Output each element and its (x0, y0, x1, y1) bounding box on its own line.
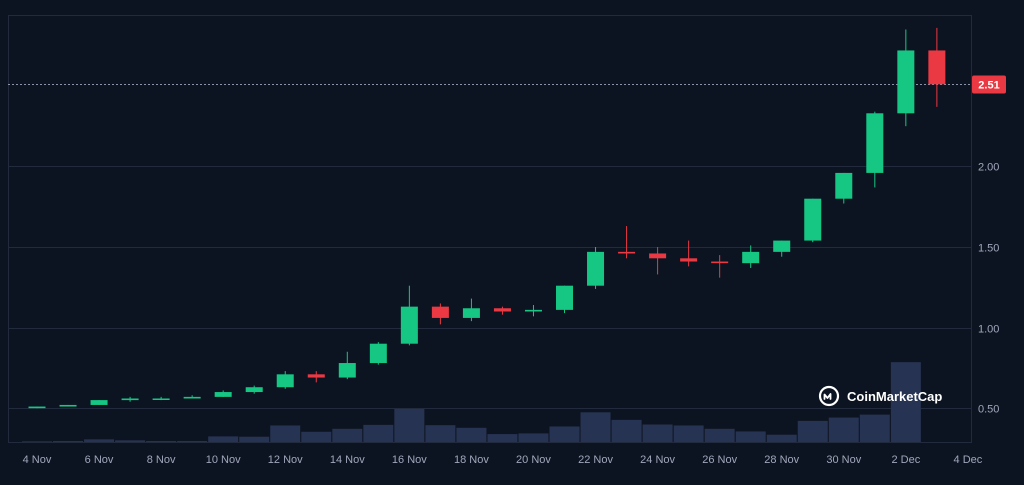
y-tick-label: 1.50 (978, 243, 999, 255)
watermark-text: CoinMarketCap (847, 389, 942, 404)
candle-down[interactable] (928, 50, 946, 85)
candle-up[interactable] (400, 306, 418, 344)
plot-frame (8, 15, 972, 443)
candle-up[interactable] (90, 400, 108, 405)
volume-bar (84, 439, 115, 442)
volume-bar (425, 425, 456, 442)
volume-bar (673, 425, 704, 442)
x-tick-label: 26 Nov (702, 454, 737, 466)
candle-down[interactable] (649, 253, 667, 259)
volume-bar (859, 414, 890, 442)
candle-up[interactable] (556, 285, 574, 310)
volume-bar (146, 441, 177, 442)
x-tick-label: 4 Dec (954, 454, 983, 466)
candle-up[interactable] (835, 172, 853, 199)
x-tick-label: 18 Nov (454, 454, 489, 466)
volume-bar (735, 431, 766, 442)
candle-up[interactable] (804, 198, 822, 241)
volume-bar (177, 441, 208, 442)
candle-up[interactable] (245, 387, 263, 393)
candlesticks (28, 27, 946, 409)
volume-bar (828, 417, 859, 442)
volume-bar (115, 440, 146, 442)
volume-bar (208, 436, 239, 442)
candle-up[interactable] (183, 396, 201, 399)
volume-bar (549, 426, 580, 442)
candle-up[interactable] (742, 251, 760, 264)
grid-lines (8, 166, 971, 409)
current-price-tag-background (972, 75, 1006, 94)
volume-bar (580, 412, 611, 442)
x-axis: 4 Nov 6 Nov 8 Nov 10 Nov 12 Nov 14 Nov 16 Nov 1… (23, 454, 983, 466)
coinmarketcap-watermark: CoinMarketCap (818, 385, 942, 407)
candle-up[interactable] (59, 404, 77, 407)
candle-up[interactable] (121, 398, 139, 401)
x-tick-label: 22 Nov (578, 454, 613, 466)
candle-down[interactable] (431, 306, 449, 318)
candle-up[interactable] (338, 363, 356, 378)
volume-bar (53, 441, 84, 442)
volume-bar (22, 441, 52, 442)
volume-bar (704, 428, 735, 442)
volume-bar (797, 420, 828, 442)
candle-up[interactable] (866, 113, 884, 173)
volume-bar (487, 434, 518, 442)
coinmarketcap-logo-icon (818, 385, 840, 407)
x-tick-label: 12 Nov (268, 454, 303, 466)
volume-bar (611, 419, 642, 442)
candle-down[interactable] (307, 374, 325, 378)
candle-down[interactable] (493, 308, 511, 312)
candle-down[interactable] (618, 251, 636, 254)
y-tick-label: 1.00 (978, 324, 999, 336)
current-price-tag: 2.51 (972, 75, 1006, 94)
volume-bar (270, 425, 301, 442)
volume-bar (301, 431, 332, 442)
x-tick-label: 4 Nov (23, 454, 52, 466)
x-tick-label: 24 Nov (640, 454, 675, 466)
x-tick-label: 28 Nov (764, 454, 799, 466)
candle-up[interactable] (28, 406, 46, 409)
x-tick-label: 2 Dec (891, 454, 920, 466)
volume-bar (766, 434, 797, 442)
candle-up[interactable] (773, 240, 791, 252)
candle-up[interactable] (152, 398, 170, 400)
candle-down[interactable] (680, 258, 698, 262)
volume-bar (518, 433, 549, 442)
volume-bar (642, 424, 673, 442)
current-price-value: 2.51 (978, 80, 999, 92)
y-tick-label: 2.00 (978, 162, 999, 174)
volume-bar (456, 427, 487, 442)
x-tick-label: 10 Nov (206, 454, 241, 466)
candle-up[interactable] (587, 251, 605, 286)
x-tick-label: 16 Nov (392, 454, 427, 466)
y-tick-label: 0.50 (978, 404, 999, 416)
x-tick-label: 14 Nov (330, 454, 365, 466)
x-tick-label: 8 Nov (147, 454, 176, 466)
volume-bar (332, 428, 363, 442)
candle-up[interactable] (462, 308, 480, 318)
volume-bars (22, 362, 921, 442)
y-axis: 0.50 1.00 1.50 2.00 (978, 162, 999, 416)
candle-up[interactable] (369, 343, 387, 364)
candle-up[interactable] (276, 374, 294, 388)
x-tick-label: 30 Nov (826, 454, 861, 466)
volume-bar (394, 409, 425, 442)
candle-up[interactable] (524, 309, 542, 312)
volume-bar (890, 362, 921, 442)
candle-up[interactable] (897, 50, 915, 114)
x-tick-label: 6 Nov (85, 454, 114, 466)
volume-bar (363, 424, 394, 442)
candle-down[interactable] (711, 261, 729, 264)
volume-bar (239, 436, 270, 442)
x-tick-label: 20 Nov (516, 454, 551, 466)
candle-up[interactable] (214, 392, 232, 397)
